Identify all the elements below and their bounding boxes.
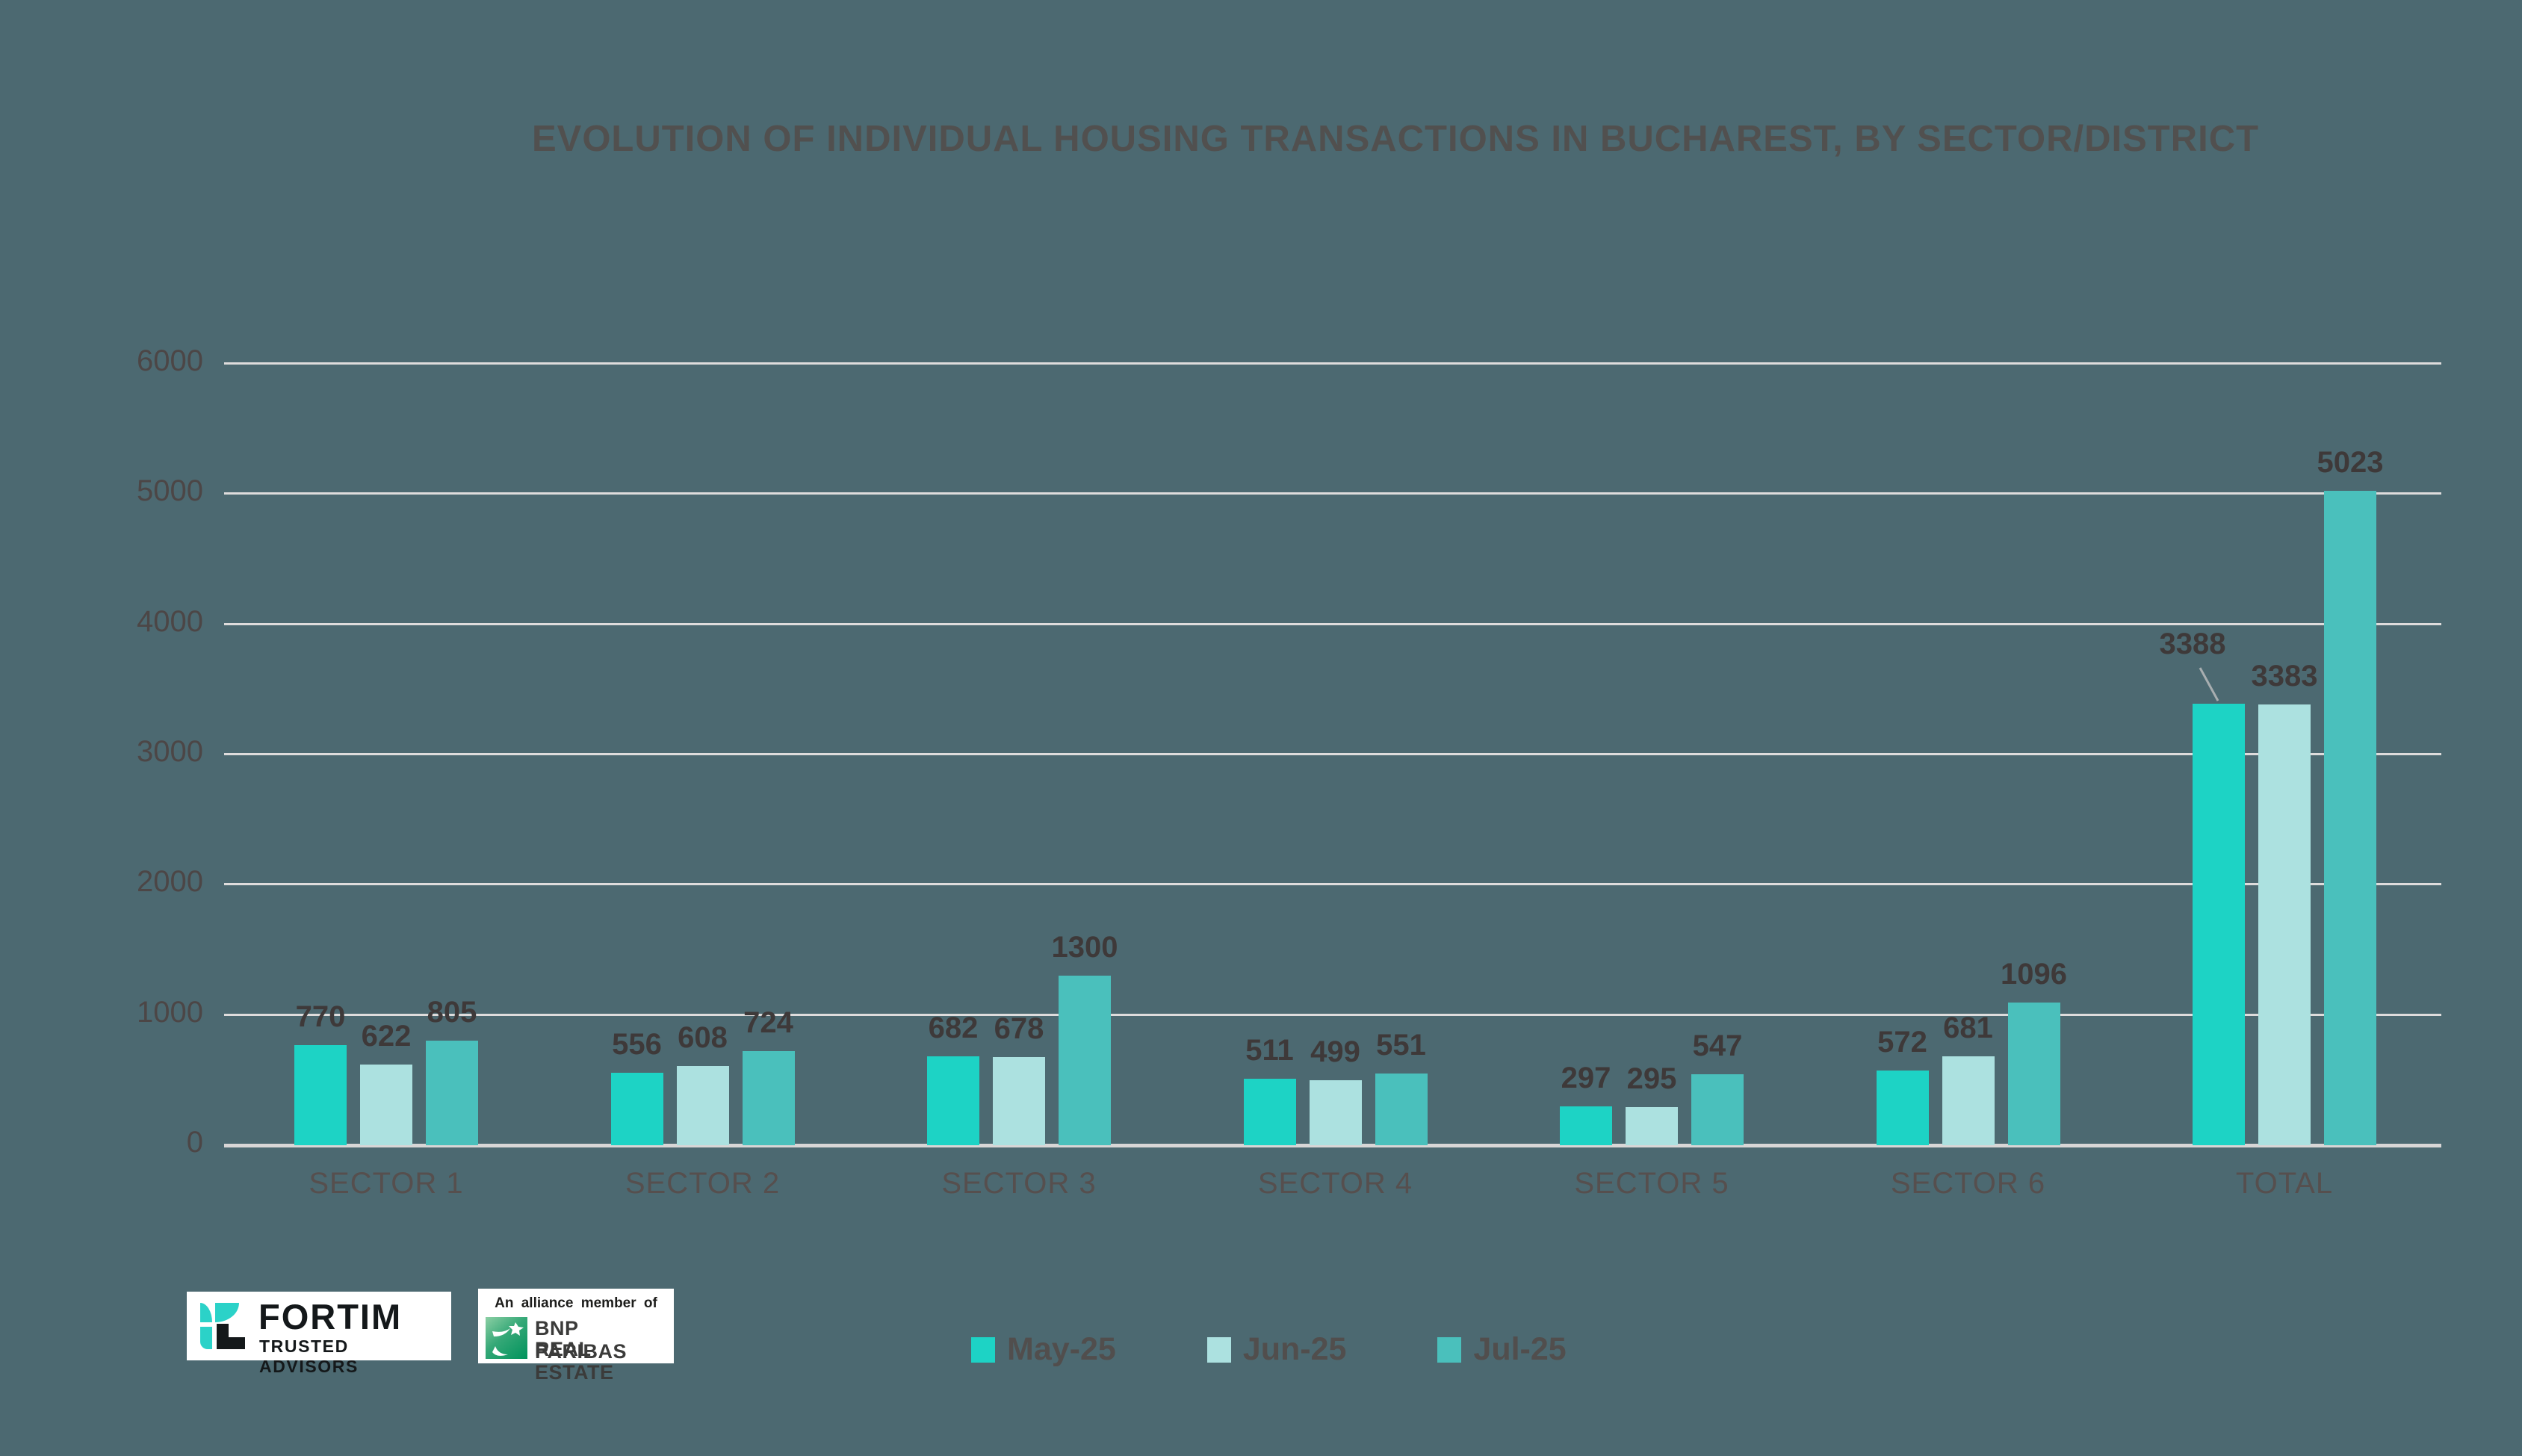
value-label-jun-25-sector-2: 608 bbox=[678, 1021, 728, 1054]
category-label-sector-4: SECTOR 4 bbox=[1257, 1167, 1413, 1200]
gridline-1000 bbox=[224, 1013, 2441, 1016]
bnp-brand-line1: BNP PARIBAS bbox=[535, 1317, 628, 1363]
legend-item-jul-25: Jul-25 bbox=[1437, 1331, 1567, 1368]
fortim-logo-icon bbox=[199, 1301, 248, 1351]
value-label-may-25-sector-1: 770 bbox=[295, 1000, 346, 1033]
bar-jun-25-total bbox=[2258, 704, 2311, 1145]
legend-item-jun-25: Jun-25 bbox=[1206, 1331, 1347, 1368]
value-label-jun-25-sector-4: 499 bbox=[1310, 1035, 1360, 1068]
y-axis-tick-3000: 3000 bbox=[137, 735, 203, 768]
value-label-jul-25-sector-6: 1096 bbox=[2001, 957, 2067, 991]
bar-jul-25-sector-2 bbox=[742, 1050, 795, 1145]
legend-item-may-25: May-25 bbox=[971, 1331, 1116, 1368]
bar-jul-25-sector-3 bbox=[1059, 976, 1111, 1145]
value-label-jul-25-sector-3: 1300 bbox=[1051, 931, 1118, 964]
legend-swatch-may-25 bbox=[971, 1336, 995, 1363]
value-label-may-25-sector-2: 556 bbox=[612, 1028, 662, 1062]
legend-label-jun-25: Jun-25 bbox=[1242, 1331, 1347, 1367]
bnp-bird-icon bbox=[486, 1317, 527, 1359]
category-label-sector-2: SECTOR 2 bbox=[625, 1167, 781, 1200]
value-label-may-25-sector-5: 297 bbox=[1561, 1062, 1611, 1095]
legend-label-jul-25: Jul-25 bbox=[1473, 1331, 1567, 1367]
legend-swatch-jun-25 bbox=[1206, 1336, 1231, 1363]
category-label-total: TOTAL bbox=[2235, 1167, 2334, 1200]
gridline-6000 bbox=[224, 362, 2441, 365]
legend-swatch-jul-25 bbox=[1437, 1336, 1462, 1363]
value-label-jul-25-sector-4: 551 bbox=[1376, 1028, 1426, 1062]
legend-label-may-25: May-25 bbox=[1007, 1331, 1116, 1367]
category-label-sector-6: SECTOR 6 bbox=[1890, 1167, 2046, 1200]
bar-may-25-sector-1 bbox=[294, 1044, 347, 1145]
bar-jul-25-sector-5 bbox=[1691, 1074, 1744, 1145]
value-label-may-25-sector-4: 511 bbox=[1245, 1033, 1294, 1067]
bar-jul-25-sector-4 bbox=[1375, 1073, 1428, 1145]
bar-may-25-sector-6 bbox=[1876, 1071, 1929, 1145]
value-label-may-25-sector-6: 572 bbox=[1877, 1026, 1927, 1059]
value-label-jun-25-sector-5: 295 bbox=[1626, 1062, 1677, 1095]
category-label-sector-3: SECTOR 3 bbox=[941, 1167, 1097, 1200]
y-axis-tick-2000: 2000 bbox=[137, 865, 203, 899]
bar-may-25-sector-5 bbox=[1560, 1106, 1612, 1145]
bar-may-25-sector-2 bbox=[610, 1073, 663, 1145]
y-axis-tick-1000: 1000 bbox=[137, 995, 203, 1029]
bar-jun-25-sector-3 bbox=[993, 1056, 1045, 1145]
y-axis-tick-4000: 4000 bbox=[137, 604, 203, 638]
fortim-tagline: TRUSTED ADVISORS bbox=[259, 1336, 359, 1376]
y-axis-tick-6000: 6000 bbox=[137, 344, 203, 377]
fortim-wordmark: FORTIM bbox=[258, 1297, 403, 1336]
gridline-0 bbox=[224, 1144, 2441, 1147]
bnp-paribas-logo: An alliance member of BNP PARIBAS REAL E… bbox=[478, 1289, 674, 1384]
value-label-jun-25-sector-3: 678 bbox=[994, 1012, 1044, 1045]
bnp-brand-line2: REAL ESTATE bbox=[535, 1338, 614, 1384]
value-label-may-25-total: 3388 bbox=[2159, 628, 2226, 661]
chart-title: EVOLUTION OF INDIVIDUAL HOUSING TRANSACT… bbox=[531, 119, 2260, 159]
bar-jul-25-sector-6 bbox=[2007, 1002, 2060, 1145]
value-label-jul-25-sector-2: 724 bbox=[743, 1006, 793, 1039]
gridline-3000 bbox=[224, 753, 2441, 755]
category-label-sector-1: SECTOR 1 bbox=[309, 1167, 464, 1200]
fortim-logo: FORTIM TRUSTED ADVISORS bbox=[187, 1292, 451, 1376]
gridline-5000 bbox=[224, 492, 2441, 495]
bar-jul-25-total bbox=[2324, 491, 2376, 1145]
y-axis-tick-0: 0 bbox=[186, 1126, 203, 1159]
gridline-2000 bbox=[224, 883, 2441, 886]
category-label-sector-5: SECTOR 5 bbox=[1574, 1167, 1729, 1200]
bar-jul-25-sector-1 bbox=[426, 1040, 478, 1145]
value-label-jun-25-sector-6: 681 bbox=[1943, 1012, 1993, 1045]
bar-jun-25-sector-1 bbox=[360, 1064, 412, 1145]
value-label-may-25-sector-3: 682 bbox=[928, 1012, 979, 1045]
bar-jun-25-sector-6 bbox=[1942, 1056, 1995, 1145]
chart-legend: May-25 Jun-25 Jul-25 bbox=[971, 1331, 1567, 1368]
value-label-jul-25-sector-1: 805 bbox=[427, 995, 477, 1029]
bar-may-25-total bbox=[2193, 704, 2245, 1145]
value-label-jun-25-sector-1: 622 bbox=[361, 1019, 412, 1053]
y-axis-tick-5000: 5000 bbox=[137, 474, 203, 508]
callout-leader-line bbox=[2199, 667, 2219, 702]
value-label-jul-25-sector-5: 547 bbox=[1692, 1029, 1743, 1062]
bar-jun-25-sector-5 bbox=[1626, 1106, 1678, 1145]
bar-may-25-sector-4 bbox=[1243, 1078, 1296, 1145]
bnp-alliance-text: An alliance member of bbox=[495, 1295, 657, 1311]
gridline-4000 bbox=[224, 622, 2441, 625]
bar-jun-25-sector-2 bbox=[676, 1066, 729, 1145]
value-label-jun-25-total: 3383 bbox=[2251, 660, 2318, 693]
bar-jun-25-sector-4 bbox=[1309, 1080, 1362, 1145]
bar-may-25-sector-3 bbox=[927, 1056, 979, 1145]
value-label-jul-25-total: 5023 bbox=[2317, 446, 2384, 480]
